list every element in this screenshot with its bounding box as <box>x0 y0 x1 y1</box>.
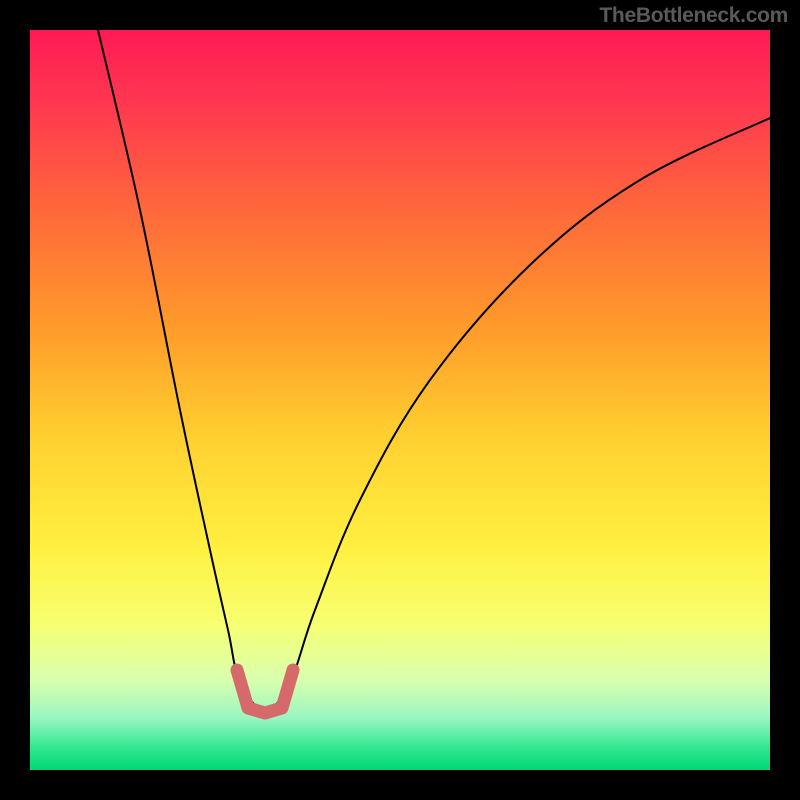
gradient-background <box>30 30 770 770</box>
plot-svg <box>30 30 770 770</box>
chart-frame: TheBottleneck.com <box>0 0 800 800</box>
watermark-text: TheBottleneck.com <box>599 4 788 28</box>
plot-area <box>30 30 770 770</box>
